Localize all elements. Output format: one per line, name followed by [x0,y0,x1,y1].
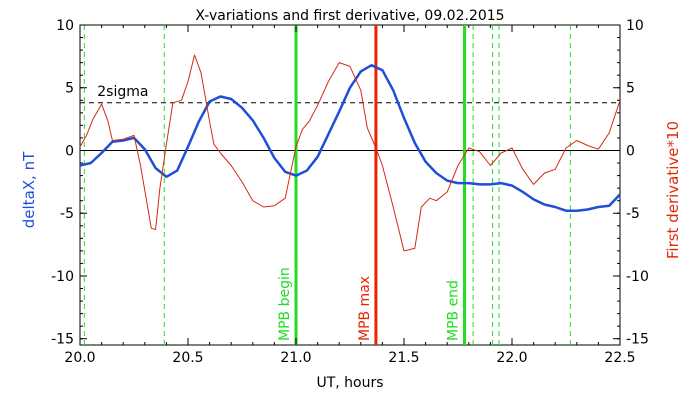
y-tick-label-left: -10 [51,269,74,285]
x-tick-label: 22.5 [604,350,635,366]
y-tick-label-left: 10 [56,18,74,34]
y-tick-label-right: 5 [626,81,635,97]
x-tick-label: 20.0 [64,350,95,366]
derivative-line [79,54,621,252]
x-tick-label: 21.0 [280,350,311,366]
threshold-label: 2sigma [97,84,148,100]
event-marker-label: MPB end [445,280,461,341]
event-marker-label: MPB max [357,276,373,341]
x-axis-label: UT, hours [316,375,383,391]
y-tick-label-left: -15 [51,332,74,348]
axis-ticks: 20.0 20.5 21.0 21.5 22.0 22.5 10 10 5 5 0 0 -5 -5 -10 -… [51,18,649,366]
y-tick-label-right: -15 [626,332,649,348]
dashed-markers [83,25,571,345]
plot-area: 2sigma MPB begin MPB max MPB end 20.0 20.5 2… [51,18,649,366]
plot-frame [79,24,621,346]
x-tick-label: 22.0 [496,350,527,366]
y-tick-label-right: -10 [626,269,649,285]
event-markers: MPB begin MPB max MPB end [277,25,466,345]
y-tick-label-right: 10 [626,18,644,34]
y-tick-label-left: 5 [65,81,74,97]
threshold-group: 2sigma [80,84,620,104]
y-tick-label-right: 0 [626,143,635,159]
y-tick-label-right: -5 [626,206,640,222]
deltaX-line [79,63,621,212]
chart-title: X-variations and first derivative, 09.02… [195,8,504,24]
x-tick-label: 21.5 [388,350,419,366]
x-tick-label: 20.5 [172,350,203,366]
y-tick-label-left: -5 [60,206,74,222]
event-marker-label: MPB begin [277,267,293,341]
right-axis-label: First derivative*10 [664,121,682,259]
left-axis-label: deltaX, nT [20,151,38,228]
y-tick-label-left: 0 [65,143,74,159]
series-lines [79,54,621,252]
